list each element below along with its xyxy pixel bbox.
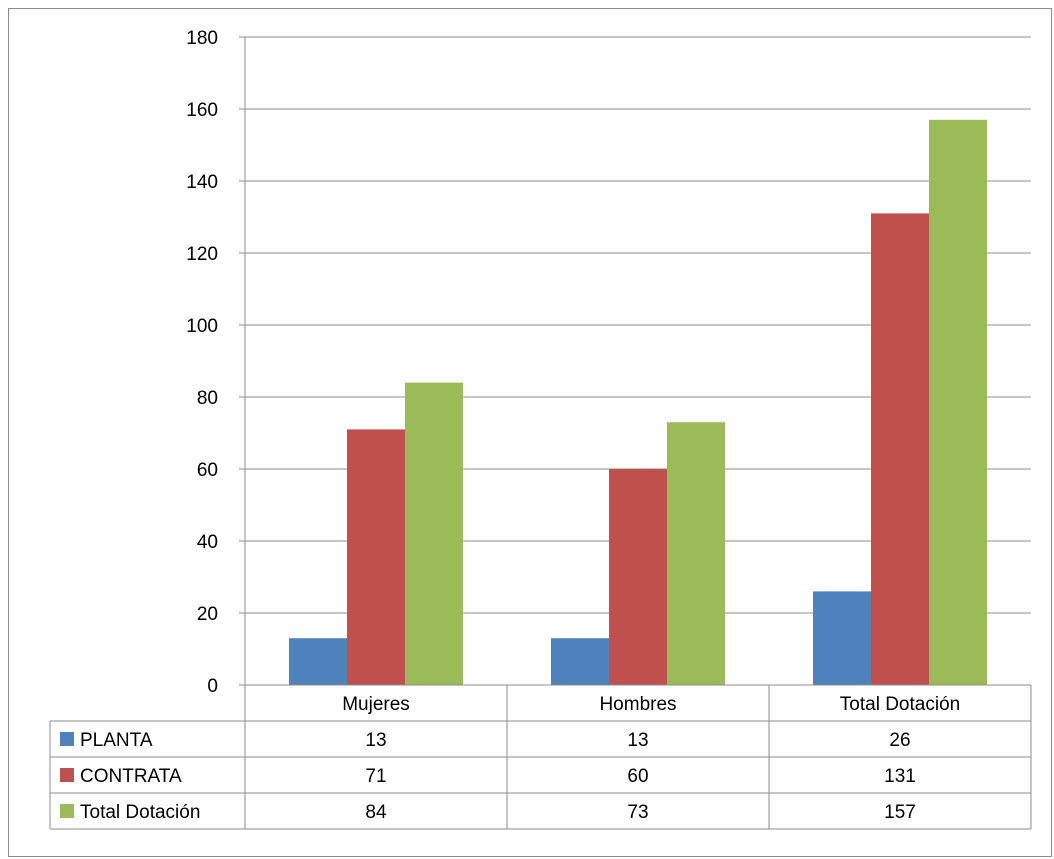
- legend-swatch-contrata: [60, 768, 74, 782]
- data-table: Mujeres Hombres Total Dotación PLANTA 13 13 26…: [49, 685, 1032, 830]
- category-label: Mujeres: [342, 694, 410, 715]
- table-value: 13: [627, 730, 648, 751]
- bar-planta-total-dotación: [813, 591, 871, 685]
- table-value: 131: [884, 766, 916, 787]
- table-value: 26: [889, 730, 910, 751]
- bar-planta-mujeres: [289, 638, 347, 685]
- bar-contrata-hombres: [609, 469, 667, 685]
- y-tick-label-20: 20: [197, 604, 218, 625]
- table-value: 73: [627, 802, 648, 823]
- y-tick-label-100: 100: [186, 316, 218, 337]
- y-tick-label-140: 140: [186, 172, 218, 193]
- table-value: 60: [627, 766, 648, 787]
- table-value: 13: [365, 730, 386, 751]
- bar-total-dotación-hombres: [667, 422, 725, 685]
- y-tick-label-60: 60: [197, 460, 218, 481]
- bar-total-dotación-mujeres: [405, 382, 463, 685]
- table-value: 84: [365, 802, 387, 823]
- y-tick-label-120: 120: [186, 244, 218, 265]
- legend-swatch-total-dotación: [60, 804, 74, 818]
- bar-contrata-mujeres: [347, 429, 405, 685]
- table-value: 71: [365, 766, 386, 787]
- bar-series: [289, 119, 987, 686]
- table-value: 157: [884, 802, 916, 823]
- bar-total-dotación-total-dotación: [929, 119, 987, 686]
- series-name: PLANTA: [80, 730, 153, 751]
- bar-planta-hombres: [551, 638, 609, 685]
- legend-swatch-planta: [60, 732, 74, 746]
- y-axis-ticks: 0 20 40 60 80 100 120 140 160 180: [186, 28, 218, 697]
- category-label: Hombres: [599, 694, 676, 715]
- bar-contrata-total-dotación: [871, 213, 929, 685]
- y-tick-label-180: 180: [186, 28, 218, 49]
- y-tick-label-80: 80: [197, 388, 218, 409]
- y-tick-label-160: 160: [186, 100, 218, 121]
- y-tick-label-0: 0: [207, 676, 218, 697]
- series-name: CONTRATA: [80, 766, 182, 787]
- series-name: Total Dotación: [80, 802, 200, 823]
- category-label: Total Dotación: [840, 694, 960, 715]
- y-tick-label-40: 40: [197, 532, 218, 553]
